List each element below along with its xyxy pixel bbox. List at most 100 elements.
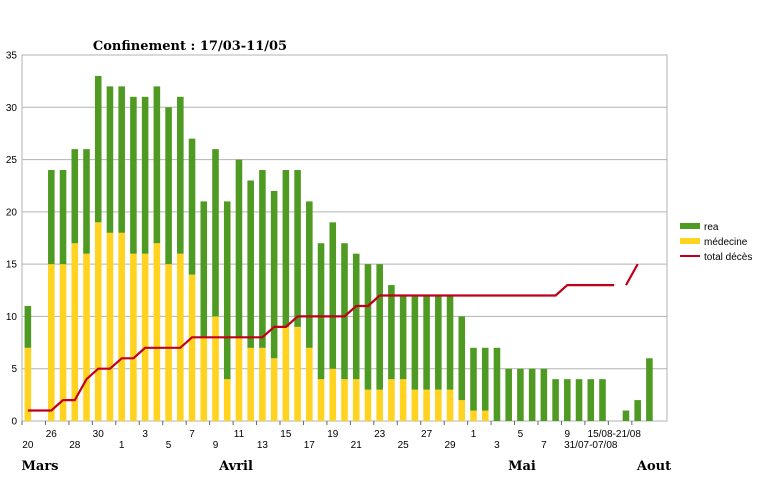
y-tick-label: 5 [11, 364, 17, 375]
x-tick-label: 7 [189, 429, 195, 440]
bar-rea [423, 295, 430, 390]
bar-medecine [48, 264, 55, 421]
bar-rea [646, 358, 653, 421]
bar-rea [24, 305, 32, 348]
bar-medecine [306, 347, 313, 421]
bar-rea [481, 347, 489, 411]
bar-rea [446, 295, 454, 390]
bar-medecine [83, 253, 90, 421]
month-label: Avril [218, 459, 253, 474]
bar-rea [200, 201, 208, 338]
legend: rea médecine total décès [680, 222, 752, 263]
bar-rea [493, 347, 501, 421]
y-tick-label: 20 [6, 207, 18, 218]
x-tick-label: 17 [304, 440, 316, 451]
bar-rea [106, 86, 114, 233]
bar-rea [59, 170, 67, 265]
bar-medecine [481, 410, 489, 421]
x-tick-label: 1 [471, 429, 477, 440]
bar-medecine [94, 222, 102, 421]
x-tick-label: 21 [351, 440, 363, 451]
bar-rea [306, 201, 313, 348]
bar-rea [517, 368, 524, 421]
bar-medecine [153, 243, 161, 421]
bar-rea [141, 96, 149, 254]
bar-rea [505, 368, 512, 421]
bar-rea [48, 170, 55, 265]
bar-rea [411, 295, 419, 390]
month-label: Mars [22, 459, 59, 474]
bar-medecine [388, 379, 395, 421]
month-label: Mai [508, 459, 536, 474]
bar-rea [130, 96, 137, 254]
bar-rea [259, 170, 266, 348]
bar-rea [165, 107, 172, 265]
bar-rea [177, 96, 184, 254]
bar-rea [188, 138, 196, 275]
bar-rea [329, 222, 337, 369]
bar-rea [622, 410, 630, 421]
bar-rea [552, 379, 559, 421]
bar-medecine [458, 400, 466, 421]
bar-rea [270, 190, 278, 359]
legend-label-medecine: médecine [704, 237, 748, 248]
bar-medecine [411, 389, 419, 421]
bar-rea [575, 379, 583, 421]
bar-medecine [59, 264, 67, 421]
bar-medecine [24, 347, 32, 421]
bar-rea [564, 379, 571, 421]
bar-medecine [376, 389, 383, 421]
bar-medecine [165, 264, 172, 421]
y-tick-label: 30 [6, 103, 18, 114]
x-tick-label: 31/07-07/08 [564, 440, 618, 451]
bar-medecine [364, 389, 372, 421]
x-tick-label: 7 [541, 440, 547, 451]
bar-rea [212, 149, 219, 317]
bar-medecine [177, 253, 184, 421]
y-tick-label: 35 [6, 51, 18, 62]
x-tick-label: 19 [327, 429, 339, 440]
bar-medecine [141, 253, 149, 421]
bar-medecine [446, 389, 454, 421]
x-tick-label: 9 [213, 440, 219, 451]
bar-rea [470, 347, 477, 411]
legend-swatch-rea [680, 223, 700, 229]
bar-medecine [200, 337, 208, 421]
legend-label-rea: rea [704, 222, 719, 233]
bar-rea [399, 295, 407, 380]
bar-medecine [235, 337, 243, 421]
bar-medecine [435, 389, 442, 421]
bar-medecine [259, 347, 266, 421]
bar-medecine [130, 253, 137, 421]
bar-rea [388, 285, 395, 380]
x-tick-label: 3 [142, 429, 148, 440]
bar-medecine [317, 379, 325, 421]
x-tick-label: 15/08-21/08 [588, 429, 642, 440]
month-label: Aout [636, 459, 671, 474]
bar-rea [223, 201, 231, 380]
bar-rea [317, 243, 325, 380]
x-tick-label: 13 [257, 440, 269, 451]
y-tick-label: 15 [6, 260, 18, 271]
bar-rea [376, 264, 383, 390]
bar-medecine [212, 316, 219, 421]
line-layer [27, 263, 639, 412]
bar-rea [540, 368, 548, 421]
chart-title: Confinement : 17/03-11/05 [93, 39, 287, 54]
bar-medecine [71, 243, 79, 421]
y-tick-label: 0 [11, 417, 17, 428]
bar-medecine [270, 358, 278, 421]
x-tick-label: 5 [166, 440, 172, 451]
x-tick-label: 27 [421, 429, 433, 440]
bar-rea [528, 368, 536, 421]
bar-medecine [223, 379, 231, 421]
bar-medecine [118, 232, 125, 421]
bar-rea [94, 75, 102, 223]
bar-medecine [423, 389, 430, 421]
bar-rea [235, 159, 243, 338]
bar-medecine [352, 379, 360, 421]
x-tick-label: 26 [46, 429, 58, 440]
bar-medecine [294, 326, 301, 421]
x-tick-label: 11 [234, 429, 245, 440]
